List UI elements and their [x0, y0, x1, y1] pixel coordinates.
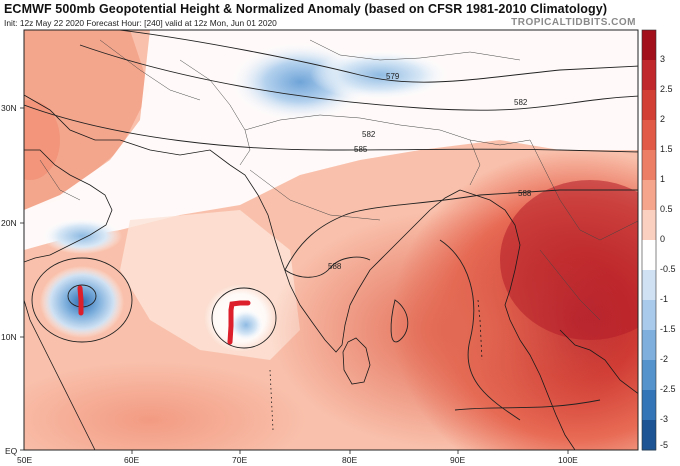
colorbar-swatch [642, 150, 656, 181]
marker-east [227, 300, 251, 345]
colorbar-label: 2.5 [660, 84, 673, 94]
colorbar-label: -0.5 [660, 264, 676, 274]
colorbar-label: -2 [660, 354, 669, 364]
colorbar-label: 3 [660, 54, 666, 64]
colorbar-swatch [642, 90, 656, 121]
colorbar-label: -5 [660, 440, 669, 450]
track-markers [77, 285, 251, 345]
contour-588-b [284, 256, 371, 278]
colorbar-frame [641, 29, 657, 451]
lat-label-eq: EQ [5, 446, 18, 456]
border-pakistan [179, 59, 251, 166]
coast-india [229, 164, 461, 353]
colorbar-swatch [642, 240, 656, 271]
coast-iran [24, 94, 231, 166]
coast-maldives [269, 369, 274, 431]
lon-label-70e: 70E [232, 455, 248, 465]
coast-gulf-thailand [559, 329, 638, 394]
colorbar-swatch [642, 30, 656, 61]
coast-sri-lanka [342, 337, 371, 385]
contour-cyclone-outer [31, 257, 133, 343]
colorbar-label: -2.5 [660, 384, 676, 394]
colorbar [641, 29, 657, 451]
colorbar-swatch [642, 300, 656, 331]
colorbar-label: -1.5 [660, 324, 676, 334]
lon-label-50e: 50E [17, 455, 33, 465]
field-blue-small [42, 218, 122, 254]
border-china [529, 139, 638, 241]
contour-label: 588 [328, 262, 342, 271]
coastlines [24, 94, 638, 450]
contour-label: 579 [386, 72, 400, 81]
lon-label-80e: 80E [342, 455, 358, 465]
colorbar-label: 0 [660, 234, 666, 244]
field-blue-north2 [310, 50, 450, 100]
contour-label: 588 [518, 189, 532, 198]
colorbar-swatch [642, 210, 656, 241]
colorbar-swatch [642, 420, 656, 451]
border-thailand [539, 249, 601, 321]
coast-malaya [519, 339, 576, 450]
field-west-edge [24, 100, 60, 180]
height-contours [24, 30, 638, 421]
border-saudi [39, 159, 81, 201]
coast-africa [24, 299, 96, 450]
coast-arabia [24, 149, 113, 263]
colorbar-swatch [642, 270, 656, 301]
map-field: 579 582 582 585 588 588 [24, 30, 638, 450]
contour-585 [24, 104, 638, 153]
border-himalaya [244, 114, 531, 146]
contour-south [454, 399, 601, 411]
field-se-core [500, 180, 638, 340]
contour-bay-small [390, 299, 409, 343]
axis-ticks [20, 107, 569, 454]
contour-label-group: 579 582 582 585 588 588 [328, 72, 532, 271]
chart-subtitle: Init: 12z May 22 2020 Forecast Hour: [24… [4, 18, 277, 28]
map-frame [23, 29, 639, 451]
lon-label-60e: 60E [124, 455, 140, 465]
border-central-asia [309, 39, 521, 61]
colorbar-swatch [642, 360, 656, 391]
colorbar-label: 1 [660, 174, 666, 184]
colorbar-swatch [642, 60, 656, 91]
borders [39, 39, 638, 321]
colorbar-swatch [642, 120, 656, 151]
coast-andaman [477, 299, 483, 361]
colorbar-swatch [642, 180, 656, 211]
contour-east-outer [211, 287, 277, 349]
colorbar-label: 0.5 [660, 204, 673, 214]
colorbar-label: -3 [660, 414, 669, 424]
marker-west [77, 285, 84, 316]
field-cyclone-east [228, 309, 264, 341]
border-bangladesh [469, 139, 481, 186]
lat-label-10n: 10N [1, 332, 17, 342]
contour-bay [439, 239, 521, 421]
contour-label: 582 [362, 130, 376, 139]
colorbar-label: 2 [660, 114, 666, 124]
lon-label-90e: 90E [450, 455, 466, 465]
colorbar-swatch [642, 390, 656, 421]
field-south-warm [24, 360, 310, 450]
chart-title: ECMWF 500mb Geopotential Height & Normal… [4, 2, 608, 16]
lat-label-30n: 30N [1, 103, 17, 113]
contour-label: 582 [514, 98, 528, 107]
lon-label-100e: 100E [558, 455, 578, 465]
coast-myanmar [459, 189, 521, 341]
colorbar-swatch [642, 330, 656, 361]
colorbar-label: -1 [660, 294, 669, 304]
border-indian-states [249, 169, 381, 221]
colorbar-label: 1.5 [660, 144, 673, 154]
source-watermark: TROPICALTIDBITS.COM [511, 17, 636, 28]
contour-579 [119, 30, 638, 83]
contour-582 [79, 44, 638, 111]
border-afghan [99, 39, 201, 101]
contour-label: 585 [354, 145, 368, 154]
lat-label-20n: 20N [1, 218, 17, 228]
contour-588 [284, 189, 638, 271]
